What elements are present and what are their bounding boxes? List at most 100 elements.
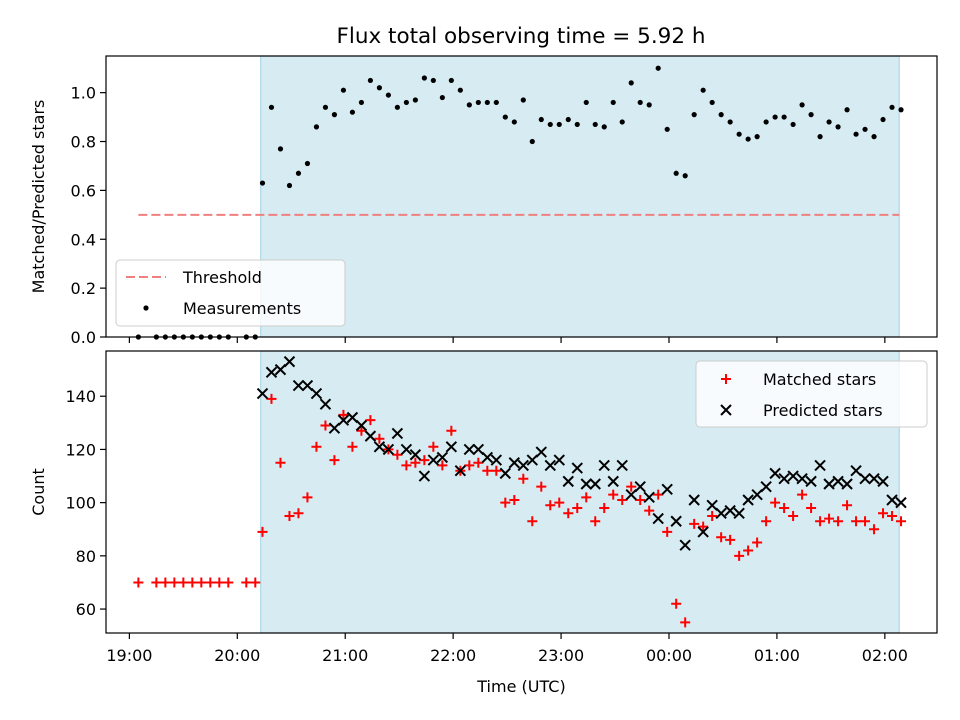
predicted-star-point <box>877 475 889 488</box>
measurement-point <box>259 180 266 186</box>
measurement-point <box>574 121 580 128</box>
predicted-star-point <box>643 491 655 504</box>
measurement-point <box>376 85 383 91</box>
matched-star-point <box>671 598 682 609</box>
legend-label: Measurements <box>183 299 301 318</box>
matched-star-point <box>266 393 277 404</box>
predicted-star-point <box>841 478 853 490</box>
matched-star-point <box>428 441 439 452</box>
predicted-star-point <box>553 454 565 466</box>
predicted-star-point <box>607 475 619 488</box>
predicted-star-point <box>481 451 494 464</box>
legend-measurements-swatch <box>143 305 149 311</box>
matched-star-point <box>644 505 655 516</box>
matched-star-point <box>608 489 619 500</box>
matched-star-point <box>250 577 261 588</box>
predicted-star-point <box>463 443 476 456</box>
predicted-star-point <box>733 507 745 519</box>
measurement-point <box>511 119 517 125</box>
predicted-star-point <box>769 467 781 480</box>
predicted-star-point <box>751 488 763 501</box>
matched-star-point <box>178 577 189 588</box>
measurement-point <box>286 182 293 189</box>
predicted-star-point <box>787 470 799 482</box>
predicted-star-point <box>508 457 521 469</box>
measurement-point <box>547 121 553 128</box>
measurement-point <box>826 119 832 125</box>
matched-star-point <box>284 510 295 521</box>
y-axis-label: Count <box>29 468 48 516</box>
matched-star-point <box>563 508 574 519</box>
legend-label: Threshold <box>182 268 262 287</box>
y-tick-label: 0.0 <box>71 328 96 347</box>
measurement-point <box>853 131 859 137</box>
matched-star-point <box>545 500 556 511</box>
matched-star-point <box>257 526 268 537</box>
y-tick-label: 60 <box>76 600 96 619</box>
predicted-star-point <box>859 472 871 485</box>
matched-star-point <box>151 577 162 588</box>
measurement-point <box>682 173 688 179</box>
measurement-point <box>619 119 625 125</box>
figure-title: Flux total observing time = 5.92 h <box>337 24 706 49</box>
predicted-star-point <box>454 465 467 477</box>
matched-star-point <box>572 502 583 513</box>
matched-star-point <box>743 545 754 556</box>
measurement-point <box>799 102 805 108</box>
predicted-star-point <box>580 478 592 490</box>
x-tick-label: 21:00 <box>322 646 368 665</box>
matched-star-point <box>275 457 286 468</box>
matched-star-point <box>752 537 763 548</box>
predicted-star-point <box>373 441 386 453</box>
measurement-point <box>565 116 571 123</box>
predicted-star-point <box>814 459 826 472</box>
matched-star-point <box>860 516 871 527</box>
measurement-point <box>322 104 329 110</box>
matched-star-point <box>293 508 304 519</box>
predicted-star-point <box>661 483 673 496</box>
matched-star-point <box>205 577 216 588</box>
matched-star-point <box>527 516 538 527</box>
measurement-point <box>529 138 535 145</box>
matched-star-point <box>473 457 484 468</box>
measurement-point <box>673 170 679 176</box>
matched-star-point <box>311 441 322 452</box>
predicted-star-point <box>742 494 754 506</box>
measurement-point <box>646 102 652 108</box>
predicted-star-point <box>391 427 404 440</box>
predicted-star-point <box>850 465 862 477</box>
measurement-point <box>349 109 356 115</box>
predicted-star-point <box>616 459 628 472</box>
measurement-point <box>817 134 823 140</box>
measurement-point <box>628 80 634 86</box>
predicted-star-point <box>409 449 422 461</box>
legend-label: Matched stars <box>763 370 876 389</box>
x-tick-label: 01:00 <box>754 646 800 665</box>
measurement-point <box>412 97 418 103</box>
y-tick-label: 0.2 <box>71 279 96 298</box>
matched-star-point <box>779 502 790 513</box>
measurement-point <box>718 112 724 118</box>
predicted-star-point <box>562 475 574 488</box>
measurement-point <box>655 65 661 71</box>
top-panel: 0.0 0.2 0.4 0.6 0.8 1.0 Matched/Predicted star… <box>29 55 938 347</box>
measurement-point <box>844 107 850 113</box>
matched-star-point <box>196 577 207 588</box>
matched-star-point <box>626 481 637 492</box>
matched-star-point <box>788 510 799 521</box>
matched-star-point <box>214 577 225 588</box>
matched-star-point <box>806 502 817 513</box>
matched-star-point <box>590 516 601 527</box>
measurement-point <box>583 99 589 106</box>
matched-star-point <box>241 577 252 588</box>
matched-star-point <box>392 449 403 460</box>
measurement-point <box>448 77 454 84</box>
x-tick-label: 23:00 <box>538 646 584 665</box>
matched-star-point <box>869 524 880 535</box>
matched-star-point <box>374 433 385 444</box>
matched-star-point <box>707 510 718 521</box>
measurement-point <box>520 97 526 103</box>
legend: Matched stars Predicted stars <box>695 360 928 428</box>
bottom-panel: 60 80 100 120 140 19:00 20:00 21:00 22:00 23:00 00… <box>29 350 938 696</box>
axes-frame <box>105 350 938 634</box>
